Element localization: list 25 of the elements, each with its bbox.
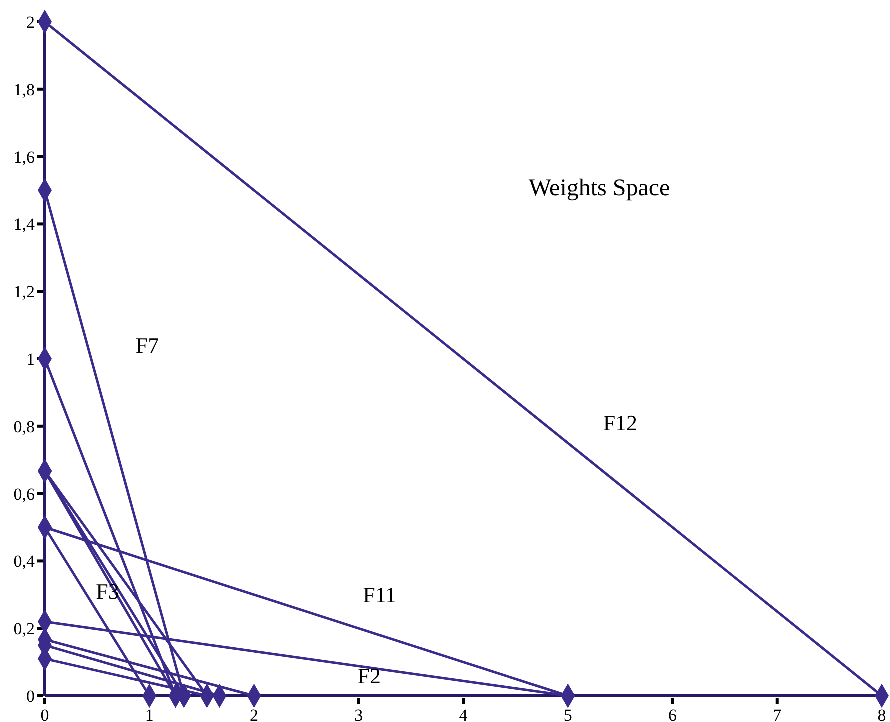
y-tick-label: 2 (26, 12, 35, 32)
x-tick-label: 3 (354, 706, 364, 722)
annotation: F2 (358, 663, 381, 688)
x-tick-label: 6 (668, 706, 677, 722)
x-tick-label: 0 (40, 706, 50, 722)
y-tick-label: 1 (26, 350, 35, 369)
x-tick-label: 7 (773, 706, 782, 722)
y-tick-label: 1,8 (14, 80, 35, 100)
y-tick-label: 1,2 (14, 282, 35, 302)
x-tick-label: 8 (878, 706, 886, 722)
annotation: F11 (363, 582, 397, 608)
x-tick-label: 1 (145, 706, 154, 722)
y-tick-label: 0,4 (14, 552, 36, 572)
y-tick-label: 0,2 (14, 620, 35, 639)
y-tick-label: 1,4 (14, 215, 36, 234)
x-tick-label: 5 (564, 706, 572, 722)
y-tick-label: 0,6 (14, 484, 35, 504)
annotation: F12 (603, 410, 638, 436)
text: Weights Space (528, 176, 670, 202)
x-tick-label: 2 (250, 706, 258, 722)
y-tick-label: 0,8 (14, 417, 35, 436)
annotation: F7 (136, 333, 160, 358)
y-tick-label: 0 (26, 686, 35, 706)
x-tick-label: 4 (459, 706, 468, 722)
y-tick-label: 1,6 (14, 148, 35, 167)
